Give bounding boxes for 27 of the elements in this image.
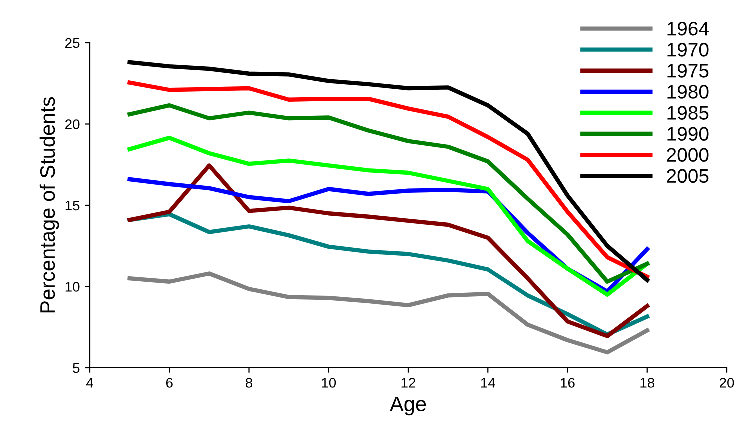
x-tick-label: 14: [481, 378, 496, 388]
legend-label: 2005: [667, 169, 709, 184]
y-tick-label: 15: [66, 200, 80, 211]
x-tick-label: 4: [86, 378, 94, 388]
x-tick-label: 10: [322, 378, 336, 388]
x-tick-label: 12: [402, 378, 416, 388]
y-axis-title: Percentage of Students: [40, 97, 60, 313]
legend-label: 2000: [667, 148, 709, 162]
legend-label: 1964: [668, 22, 709, 36]
y-tick-label: 10: [66, 282, 80, 292]
x-tick-label: 8: [246, 378, 253, 388]
x-tick-label: 20: [720, 378, 734, 388]
y-tick-label: 5: [73, 363, 80, 374]
y-tick-label: 20: [66, 120, 80, 130]
y-tick-label: 25: [66, 38, 80, 48]
x-tick-label: 6: [166, 378, 173, 388]
legend-label: 1980: [668, 85, 709, 99]
x-tick-label: 18: [640, 378, 654, 388]
legend-label: 1990: [668, 127, 709, 141]
x-axis-title: Age: [390, 396, 426, 416]
legend-label: 1975: [668, 64, 709, 78]
legend-label: 1985: [668, 106, 709, 120]
line-series: [128, 272, 650, 355]
line-series: [128, 164, 650, 338]
x-tick-label: 16: [561, 378, 575, 388]
line-series: [128, 136, 650, 297]
legend-label: 1970: [668, 43, 709, 57]
